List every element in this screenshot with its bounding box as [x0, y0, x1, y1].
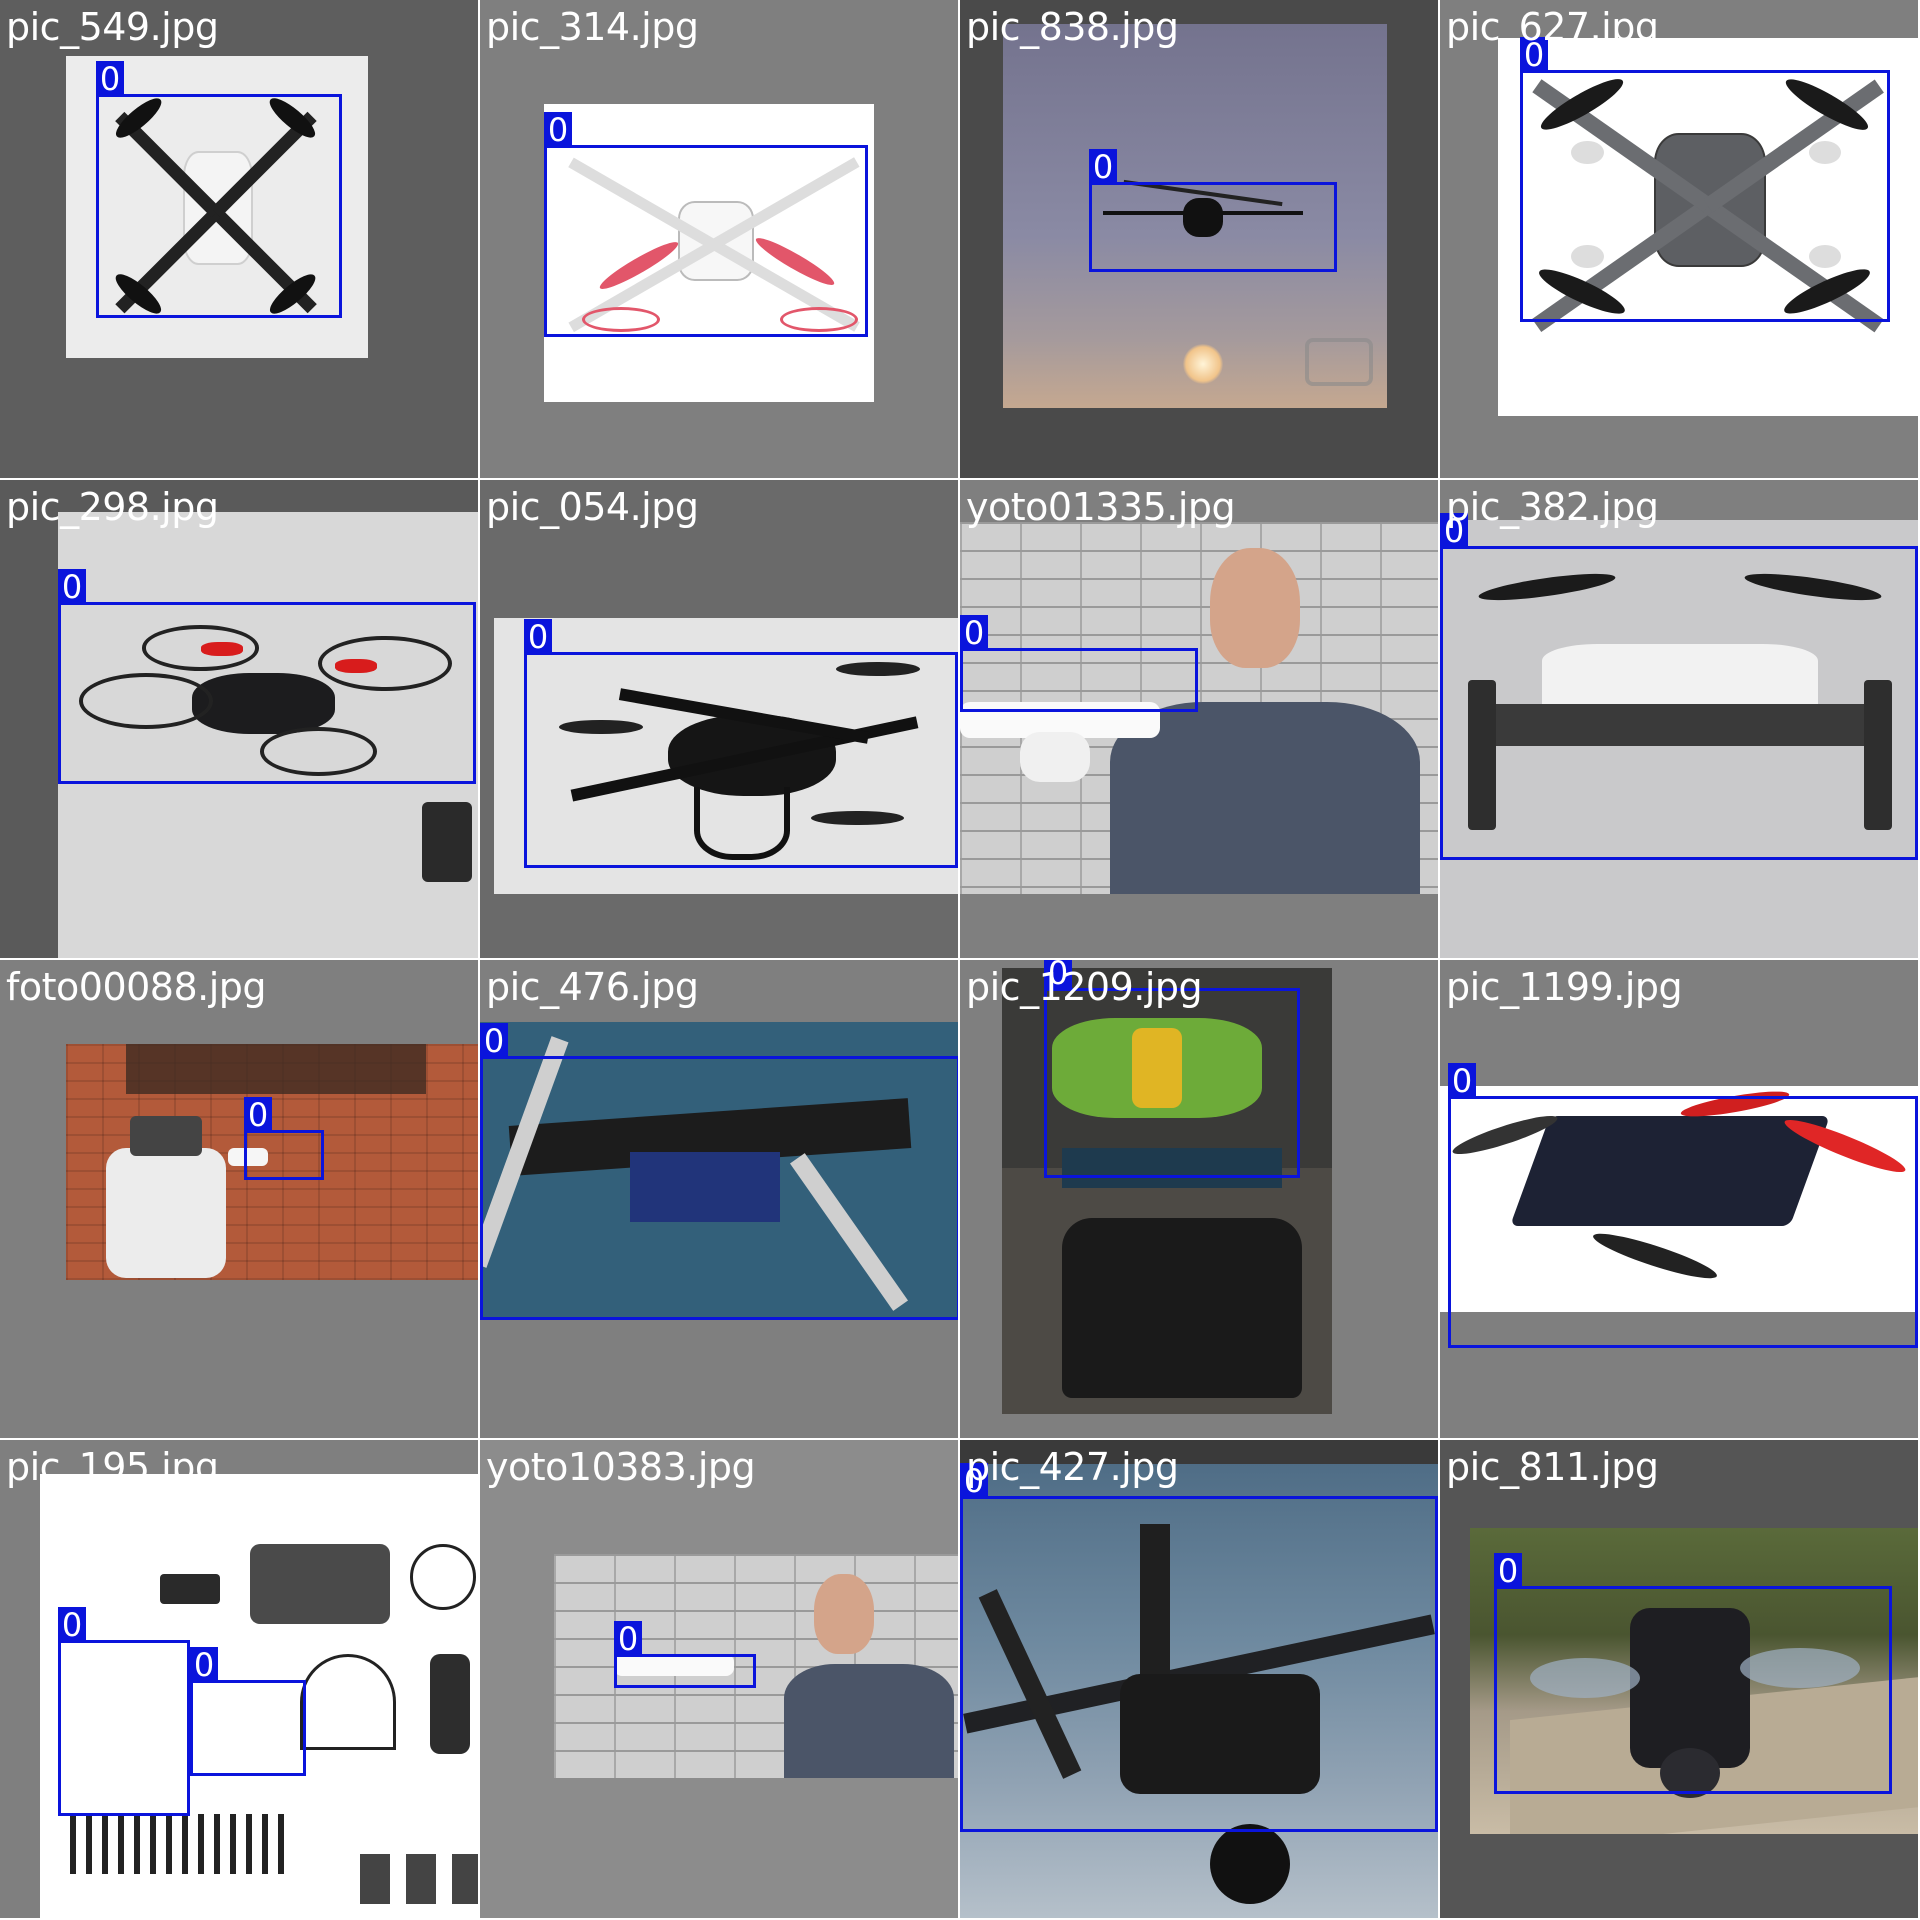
detection-box: 0 — [1440, 513, 1918, 860]
mosaic-tile: 0 pic_427.jpg — [960, 1440, 1438, 1918]
mosaic-tile: 0 pic_811.jpg — [1440, 1440, 1918, 1918]
mosaic-tile: 0 pic_382.jpg — [1440, 480, 1918, 958]
class-label: 0 — [1448, 1063, 1476, 1099]
class-label: 0 — [480, 1023, 508, 1059]
tile-photo — [960, 1464, 1438, 1918]
tile-filename: pic_549.jpg — [6, 5, 219, 49]
drone-image — [564, 144, 864, 334]
mosaic-tile: 0 pic_054.jpg — [480, 480, 958, 958]
class-label: 0 — [1494, 1553, 1522, 1589]
class-label: 0 — [1044, 960, 1072, 991]
class-label: 0 — [960, 1463, 988, 1499]
class-label: 0 — [1520, 37, 1548, 73]
tile-filename: pic_195.jpg — [6, 1445, 219, 1489]
tile-filename: pic_476.jpg — [486, 965, 699, 1009]
class-label: 0 — [244, 1097, 272, 1133]
tile-photo — [960, 522, 1438, 894]
class-label: 0 — [614, 1621, 642, 1657]
tile-photo — [1470, 1528, 1918, 1834]
tile-photo — [66, 56, 368, 358]
tile-filename: pic_1209.jpg — [966, 965, 1203, 1009]
mosaic-tile: 0 0 pic_195.jpg — [0, 1440, 478, 1918]
detection-box: 0 — [58, 569, 476, 784]
mosaic-tile: 0 yoto10383.jpg — [480, 1440, 958, 1918]
detection-box: 0 — [614, 1621, 756, 1688]
mosaic-tile: 0 pic_549.jpg — [0, 0, 478, 478]
tile-filename: foto00088.jpg — [6, 965, 267, 1009]
tile-photo — [1002, 968, 1332, 1414]
detection-box: 0 — [480, 1023, 958, 1320]
detection-box: 0 — [960, 1463, 1438, 1832]
tile-photo — [66, 1044, 478, 1280]
detection-box: 0 — [1448, 1063, 1918, 1348]
tile-photo — [544, 104, 874, 402]
tile-filename: pic_811.jpg — [1446, 1445, 1659, 1489]
drone-image — [1450, 560, 1910, 860]
mosaic-tile: 0 foto00088.jpg — [0, 960, 478, 1438]
mosaic-tile: 0 yoto01335.jpg — [960, 480, 1438, 958]
tile-photo — [40, 1474, 478, 1918]
tile-filename: pic_382.jpg — [1446, 485, 1659, 529]
tile-filename: pic_054.jpg — [486, 485, 699, 529]
class-label: 0 — [1089, 149, 1117, 185]
detection-box: 0 — [96, 61, 342, 318]
detection-box: 0 — [960, 615, 1198, 712]
tile-filename: pic_1199.jpg — [1446, 965, 1683, 1009]
drone-image — [58, 622, 478, 792]
tile-photo — [1440, 1086, 1918, 1312]
mosaic-tile: 0 pic_838.jpg — [960, 0, 1438, 478]
class-label: 0 — [544, 112, 572, 148]
mosaic-tile: 0 pic_627.jpg — [1440, 0, 1918, 478]
tile-filename: pic_627.jpg — [1446, 5, 1659, 49]
tile-filename: pic_838.jpg — [966, 5, 1179, 49]
class-label: 0 — [190, 1647, 218, 1683]
drone-image — [534, 638, 954, 878]
detection-box: 0 — [1089, 149, 1337, 272]
detection-box: 0 — [58, 1607, 190, 1816]
detection-box: 0 — [1044, 960, 1300, 1178]
tile-filename: yoto01335.jpg — [966, 485, 1236, 529]
class-label: 0 — [1440, 513, 1468, 549]
class-label: 0 — [96, 61, 124, 97]
tile-photo — [1498, 38, 1918, 416]
mosaic-tile: 0 pic_298.jpg — [0, 480, 478, 958]
detection-box: 0 — [244, 1097, 324, 1180]
mosaic-tile: 0 pic_1199.jpg — [1440, 960, 1918, 1438]
mosaic-tile: 0 pic_1209.jpg — [960, 960, 1438, 1438]
tile-photo — [1440, 520, 1918, 958]
detection-box: 0 — [1494, 1553, 1892, 1794]
class-label: 0 — [58, 1607, 86, 1643]
tile-photo — [494, 618, 958, 894]
mosaic-tile: 0 pic_314.jpg — [480, 0, 958, 478]
tile-filename: pic_298.jpg — [6, 485, 219, 529]
tile-filename: pic_314.jpg — [486, 5, 699, 49]
detection-box: 0 — [524, 619, 958, 868]
drone-image — [106, 92, 326, 320]
drone-image — [1528, 68, 1888, 332]
detection-box: 0 — [1520, 37, 1890, 322]
tile-filename: yoto10383.jpg — [486, 1445, 756, 1489]
class-label: 0 — [524, 619, 552, 655]
tile-photo — [58, 512, 478, 958]
class-label: 0 — [58, 569, 86, 605]
tile-photo — [480, 1022, 958, 1318]
tile-photo — [554, 1554, 958, 1778]
class-label: 0 — [960, 615, 988, 651]
drone-image — [1103, 179, 1303, 254]
mosaic-tile: 0 pic_476.jpg — [480, 960, 958, 1438]
detection-box: 0 — [544, 112, 868, 337]
detection-box: 0 — [190, 1647, 306, 1776]
tile-photo — [1003, 24, 1387, 408]
tile-filename: pic_427.jpg — [966, 1445, 1179, 1489]
